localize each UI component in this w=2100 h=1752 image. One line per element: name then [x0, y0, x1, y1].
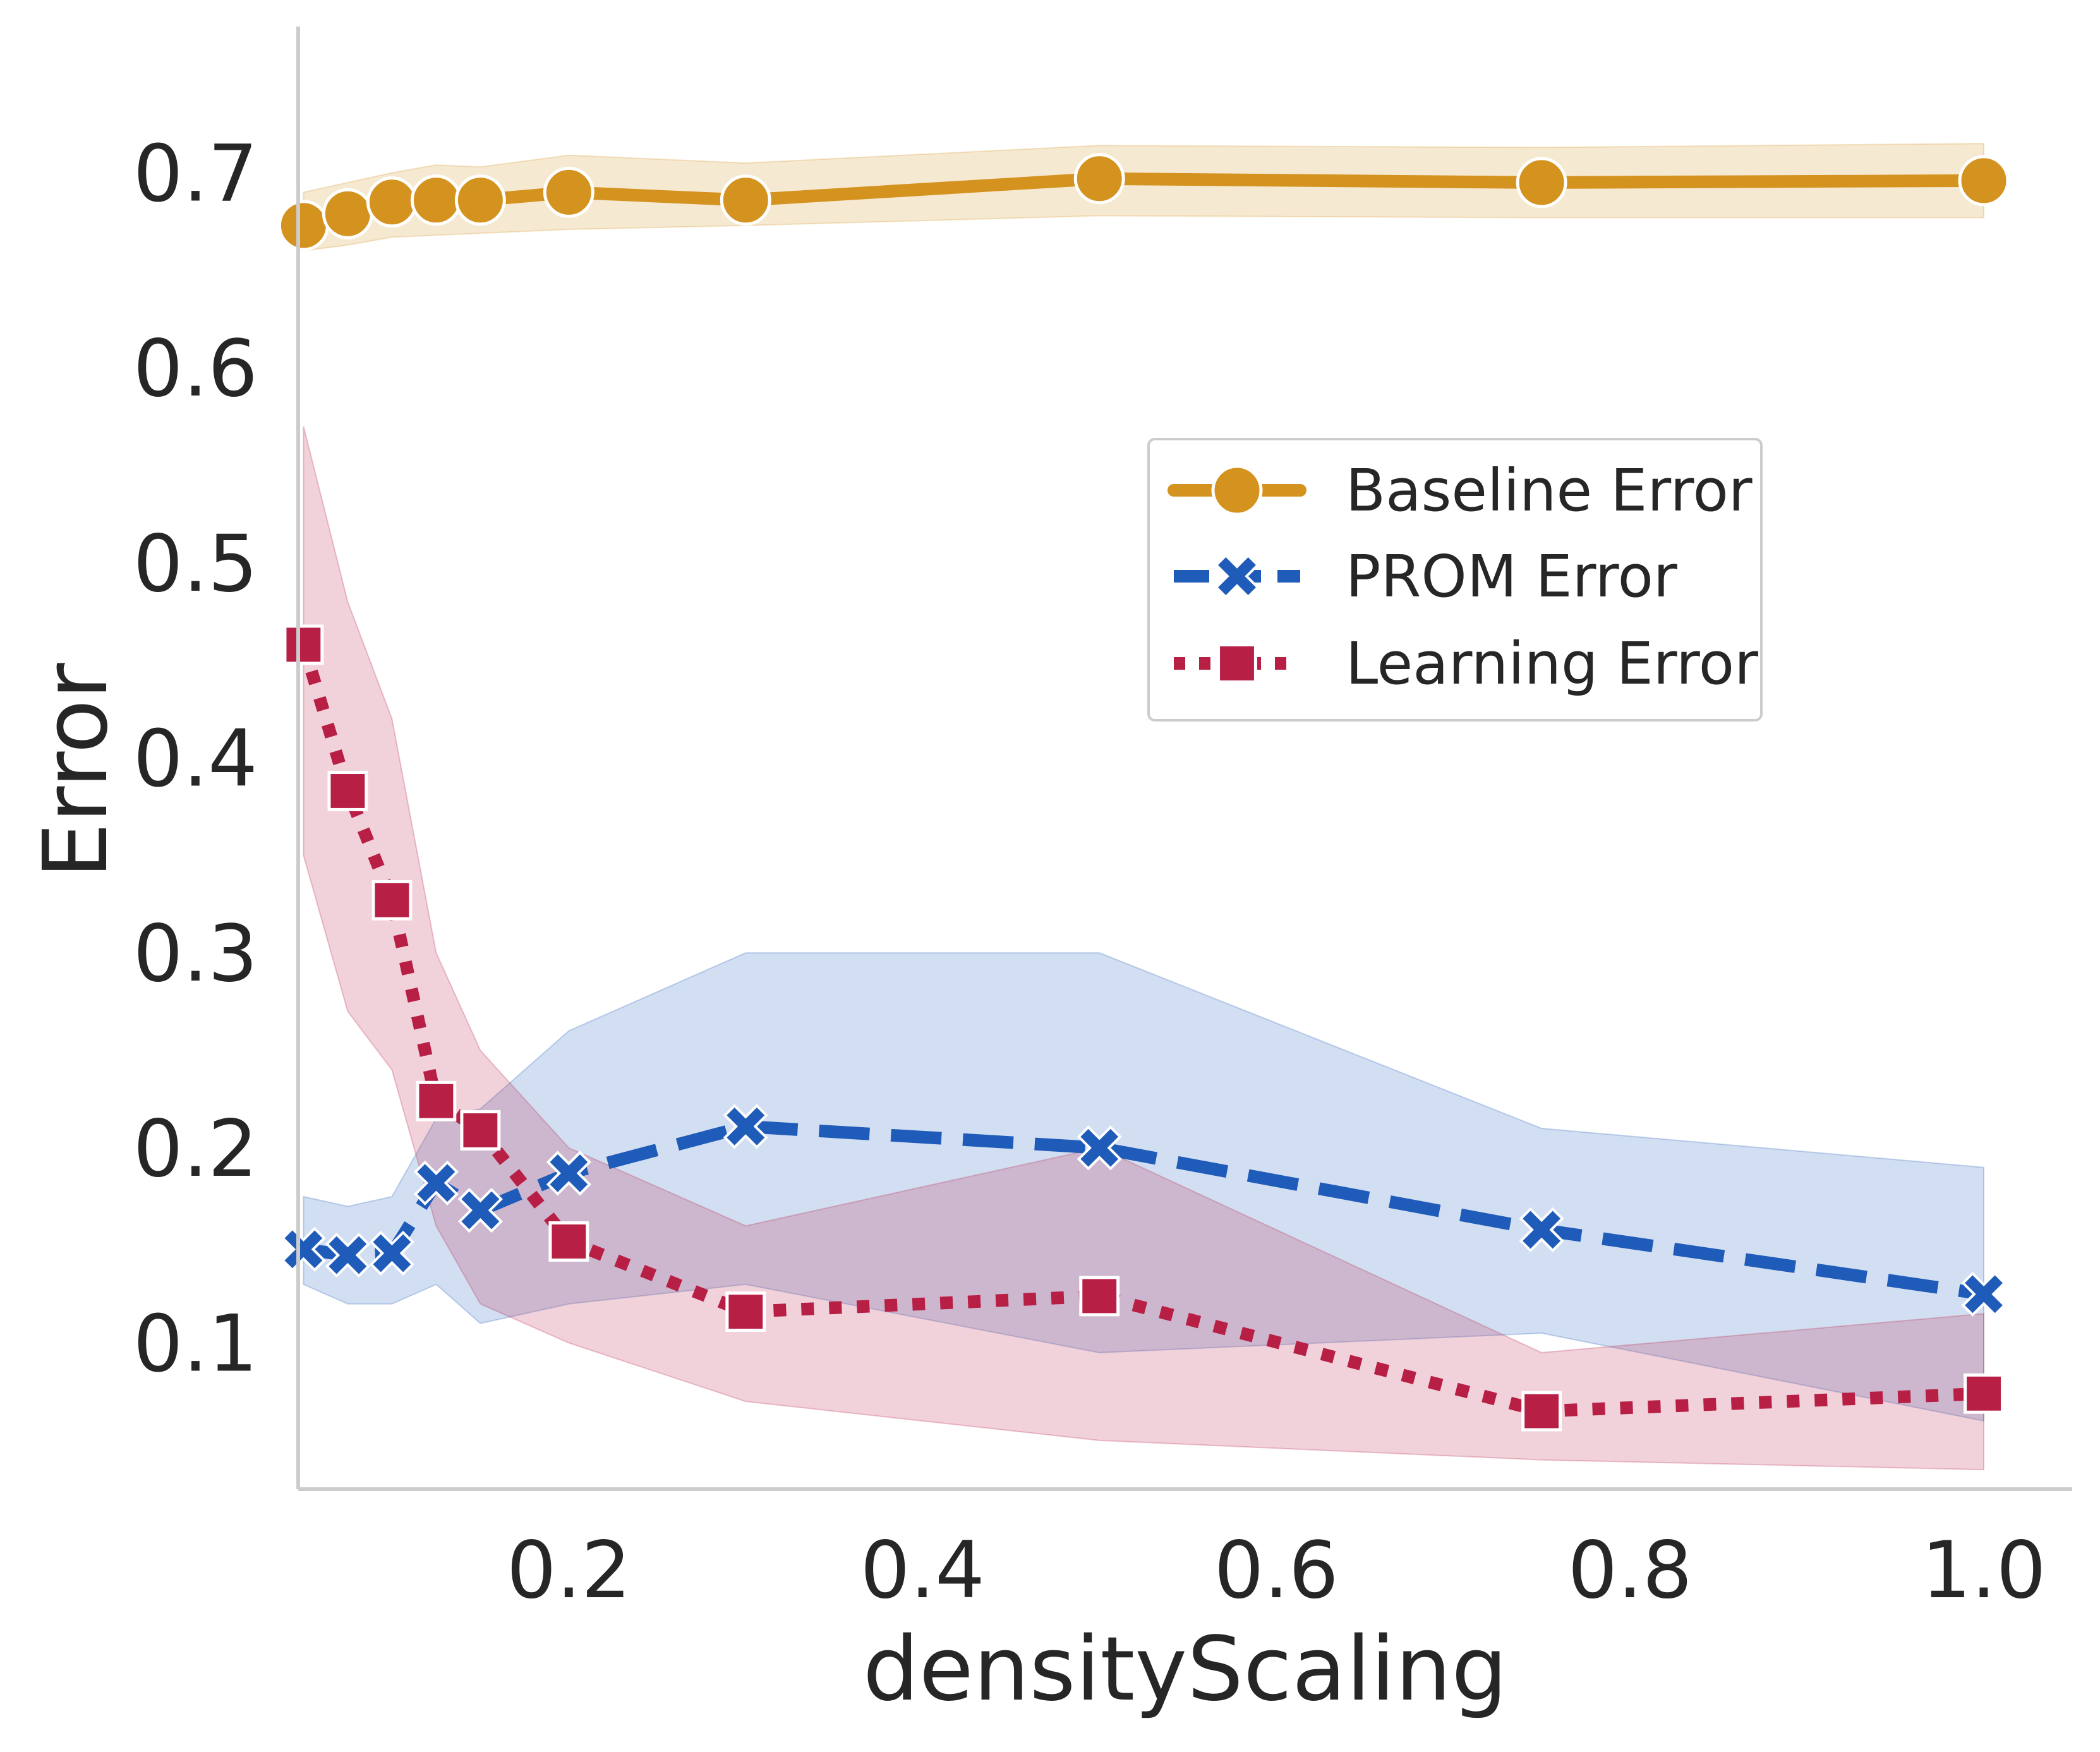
baseline-error-point: [410, 174, 462, 226]
x-tick-label: 1.0: [1921, 1525, 2046, 1616]
learning-error-point: [283, 624, 324, 665]
learning-error-point: [327, 771, 368, 811]
y-tick-label: 0.3: [133, 909, 258, 1000]
legend-swatch-marker: [1217, 643, 1257, 684]
prom-error-point: [723, 1104, 768, 1149]
baseline-error-point: [322, 188, 373, 239]
learning-error-band: [303, 426, 1985, 1471]
legend-swatch-marker: [1214, 553, 1260, 599]
prom-error-point: [369, 1230, 414, 1276]
legend-frame: [1147, 438, 1763, 722]
y-axis-label: Error: [25, 663, 128, 879]
x-axis-label: densityScaling: [863, 1618, 1507, 1721]
learning-error-point: [548, 1221, 589, 1262]
learning-error-point: [1521, 1391, 1562, 1432]
legend-entry-learning-error: Learning Error: [1174, 630, 1758, 698]
y-tick-label: 0.2: [133, 1104, 258, 1195]
prom-error-point: [1961, 1271, 2006, 1317]
baseline-error-point: [1073, 153, 1125, 205]
baseline-error-point: [1516, 157, 1567, 208]
baseline-error-point: [720, 174, 771, 226]
legend-label: Baseline Error: [1346, 457, 1753, 524]
prom-error-point: [457, 1188, 503, 1233]
x-tick-label: 0.6: [1214, 1525, 1339, 1616]
learning-error-point: [460, 1110, 501, 1151]
x-tick-label: 0.8: [1567, 1525, 1692, 1616]
axes: [296, 27, 2072, 1491]
prom-error-point: [325, 1233, 370, 1278]
prom-error-point: [281, 1226, 326, 1272]
learning-error-point: [371, 879, 413, 921]
x-tick-labels: 0.2 0.4 0.6 0.8 1.0: [507, 1525, 2046, 1616]
y-tick-label: 0.7: [133, 129, 258, 220]
prom-error-point: [1077, 1125, 1122, 1171]
prom-error-point: [546, 1151, 591, 1196]
y-tick-label: 0.1: [133, 1299, 258, 1390]
x-tick-label: 0.4: [860, 1525, 985, 1616]
legend: Baseline Error PROM Error Learning Error: [1147, 438, 1763, 722]
legend-label: PROM Error: [1346, 543, 1677, 610]
y-tick-label: 0.6: [133, 323, 258, 414]
legend-entry-prom-error: PROM Error: [1174, 543, 1677, 610]
learning-error-point: [725, 1291, 766, 1332]
baseline-error-point: [366, 176, 418, 228]
baseline-error-point: [454, 174, 506, 226]
series-markers: [277, 153, 2010, 1432]
prom-error-point: [1519, 1207, 1564, 1253]
y-tick-label: 0.5: [133, 519, 258, 610]
y-tick-labels: 0.1 0.2 0.3 0.4 0.5 0.6 0.7: [133, 129, 258, 1390]
legend-entry-baseline-error: Baseline Error: [1168, 457, 1753, 524]
y-tick-label: 0.4: [133, 714, 258, 805]
legend-label: Learning Error: [1346, 630, 1758, 698]
legend-swatch-marker: [1211, 464, 1263, 516]
prom-error-line: [303, 1120, 1985, 1301]
baseline-error-point: [1958, 155, 2010, 207]
learning-error-point: [416, 1080, 457, 1121]
x-tick-label: 0.2: [507, 1525, 631, 1616]
learning-error-point: [1079, 1276, 1120, 1317]
baseline-error-point: [543, 166, 594, 218]
prom-error-point: [413, 1160, 459, 1205]
learning-error-point: [1964, 1373, 2004, 1414]
baseline-error-point: [277, 200, 329, 251]
